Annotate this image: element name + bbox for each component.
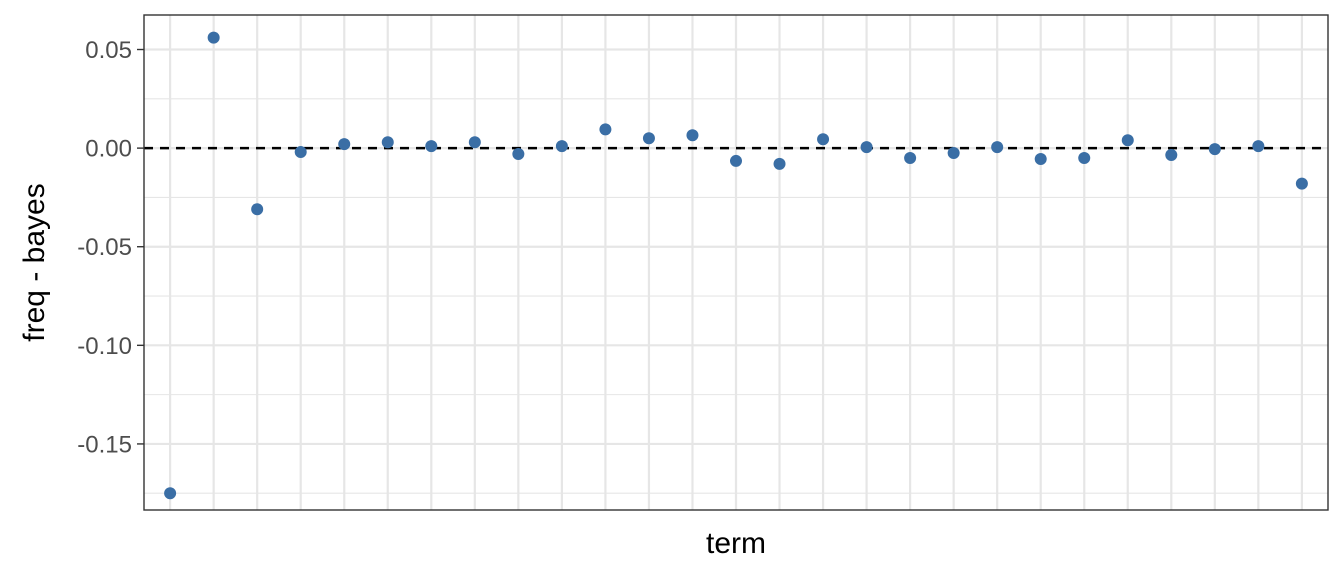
y-tick-label: -0.05 xyxy=(77,234,132,261)
data-point xyxy=(1121,134,1134,147)
data-point xyxy=(599,123,612,136)
data-point xyxy=(425,140,438,153)
data-point xyxy=(686,129,699,142)
y-tick-label: -0.10 xyxy=(77,333,132,360)
y-tick-label: 0.05 xyxy=(85,37,132,64)
data-point xyxy=(207,31,220,44)
data-points xyxy=(164,31,1308,500)
data-point xyxy=(1295,177,1308,190)
data-point xyxy=(773,157,786,170)
data-point xyxy=(947,147,960,160)
data-point xyxy=(730,154,742,167)
data-point xyxy=(512,148,525,161)
major-gridlines xyxy=(144,15,1328,510)
data-point xyxy=(468,136,481,149)
data-point xyxy=(1208,143,1221,156)
data-point xyxy=(164,487,177,500)
data-point xyxy=(555,140,568,153)
data-point xyxy=(294,146,307,159)
data-point xyxy=(991,141,1004,154)
y-axis-ticks: 0.05 0.00 -0.05 -0.10 -0.15 xyxy=(77,37,144,458)
data-point xyxy=(1034,152,1047,165)
y-axis-title: freq - bayes xyxy=(18,183,51,341)
data-point xyxy=(817,133,830,146)
data-point xyxy=(642,132,655,145)
data-point xyxy=(1165,149,1178,162)
data-point xyxy=(381,136,394,149)
plot-panel-border xyxy=(143,14,1329,511)
data-point xyxy=(904,151,917,164)
x-axis-title: term xyxy=(706,527,766,560)
data-point xyxy=(251,203,264,216)
data-point xyxy=(1078,151,1091,164)
data-point xyxy=(1252,140,1265,153)
y-tick-label: -0.15 xyxy=(77,431,132,458)
data-point xyxy=(338,138,351,151)
y-tick-label: 0.00 xyxy=(85,136,132,163)
data-point xyxy=(860,141,873,154)
